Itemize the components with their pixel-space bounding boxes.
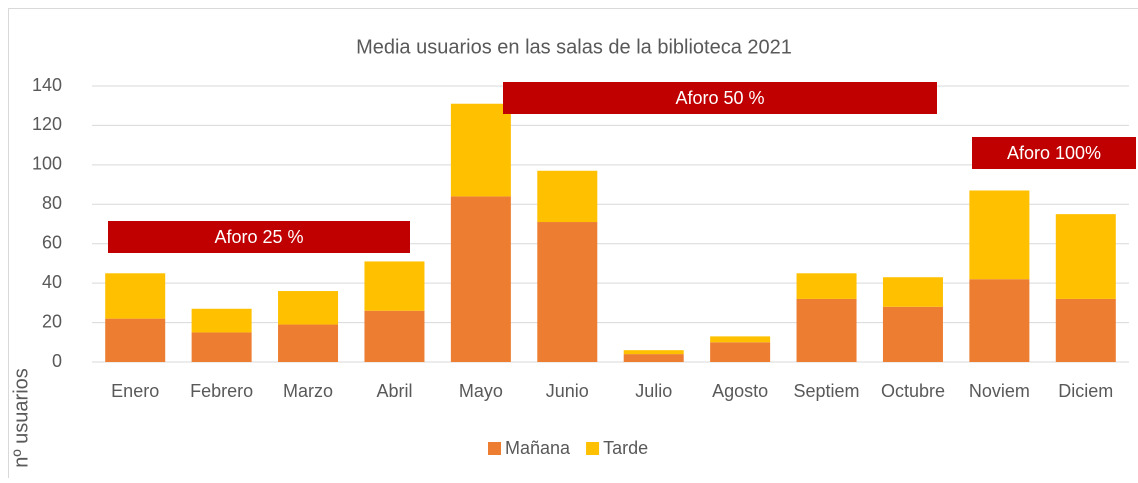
x-tick-label: Enero: [111, 381, 159, 401]
bar-segment: [883, 277, 943, 307]
bar-segment: [537, 222, 597, 362]
bar-segment: [797, 273, 857, 299]
bar-segment: [969, 279, 1029, 362]
annotation: Aforo 25 %: [214, 227, 303, 247]
bar-segment: [192, 309, 252, 333]
bar-segment: [364, 261, 424, 310]
y-tick-label: 80: [42, 193, 62, 213]
bar-segment: [278, 325, 338, 362]
bar-segment: [969, 190, 1029, 279]
bar-segment: [710, 342, 770, 362]
legend-swatch: [488, 442, 501, 455]
y-tick-label: 100: [32, 154, 62, 174]
y-tick-label: 20: [42, 311, 62, 331]
bar-segment: [624, 354, 684, 362]
x-tick-label: Julio: [635, 381, 672, 401]
annotation: Aforo 100%: [1007, 143, 1101, 163]
y-tick-label: 0: [52, 351, 62, 371]
y-tick-label: 120: [32, 114, 62, 134]
x-tick-label: Noviem: [969, 381, 1030, 401]
x-tick-label: Junio: [546, 381, 589, 401]
x-tick-label: Mayo: [459, 381, 503, 401]
bar-segment: [192, 332, 252, 362]
x-tick-label: Septiem: [794, 381, 860, 401]
bar-segment: [451, 104, 511, 197]
y-tick-label: 40: [42, 272, 62, 292]
x-tick-label: Marzo: [283, 381, 333, 401]
x-tick-label: Abril: [376, 381, 412, 401]
bar-segment: [537, 171, 597, 222]
legend-swatch: [586, 442, 599, 455]
x-tick-label: Diciem: [1058, 381, 1113, 401]
x-tick-label: Octubre: [881, 381, 945, 401]
y-axis-label: nº usuarios: [10, 368, 32, 468]
bar-segment: [797, 299, 857, 362]
bar-segment: [105, 319, 165, 362]
bar-segment: [624, 350, 684, 354]
annotation: Aforo 50 %: [675, 88, 764, 108]
y-tick-label: 140: [32, 75, 62, 95]
bar-segment: [1056, 299, 1116, 362]
legend-label: Tarde: [603, 438, 648, 458]
legend-label: Mañana: [505, 438, 571, 458]
chart-title: Media usuarios en las salas de la biblio…: [356, 36, 792, 58]
bar-segment: [451, 196, 511, 362]
x-tick-label: Agosto: [712, 381, 768, 401]
x-tick-label: Febrero: [190, 381, 253, 401]
bar-segment: [105, 273, 165, 318]
bar-segment: [364, 311, 424, 362]
bar-segment: [710, 336, 770, 342]
bar-segment: [883, 307, 943, 362]
bar-segment: [278, 291, 338, 325]
y-tick-label: 60: [42, 232, 62, 252]
bar-segment: [1056, 214, 1116, 299]
